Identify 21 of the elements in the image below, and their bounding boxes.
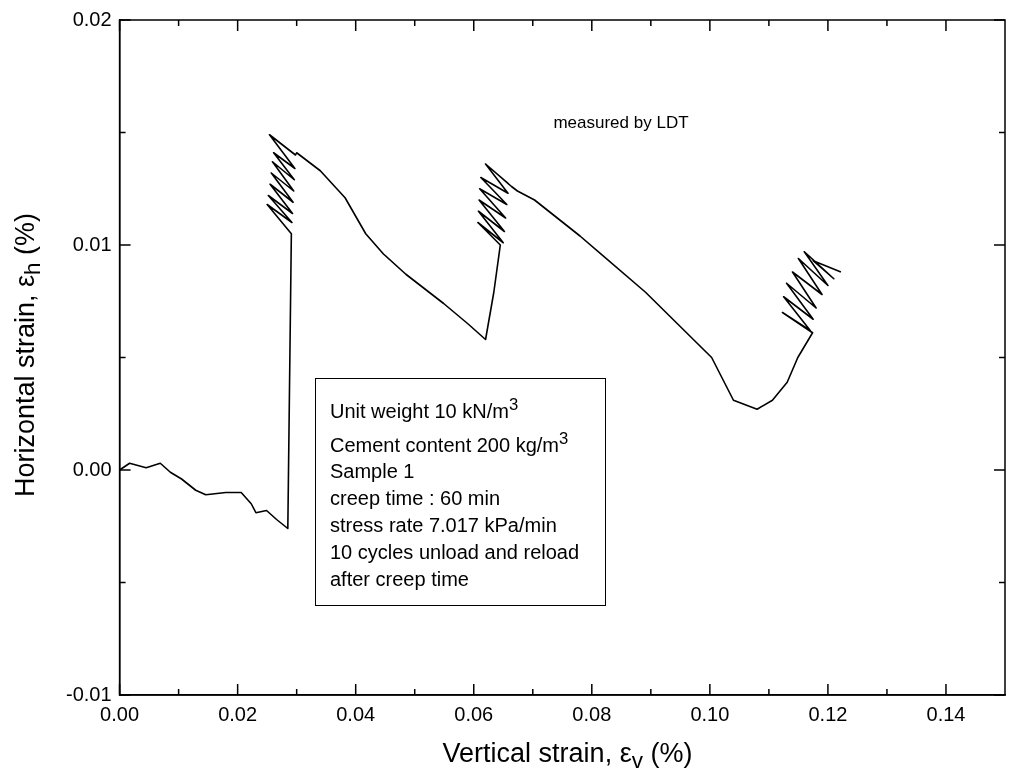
annotation: after creep time [330,567,470,593]
annotation: creep time : 60 min [330,486,502,512]
x-axis-title: Vertical strain, ε$_{v}$ (%) [441,738,694,775]
x-tick-label: 0.08 [572,702,612,725]
x-tick-label: 0.06 [454,702,494,725]
annotation: Cement content 200 kg/m$^{3}$ [330,427,570,458]
x-tick-label: 0.14 [926,702,966,725]
annotation: 10 cycles unload and reload [330,540,581,566]
y-tick-label: 0.02 [72,7,112,30]
annotation: Sample 1 [330,459,416,485]
annotation: stress rate 7.017 kPa/min [330,513,558,539]
x-tick-label: 0.10 [690,702,730,725]
y-tick-label: 0.00 [72,457,112,480]
y-tick-label: -0.01 [65,682,112,705]
x-tick-label: 0.12 [808,702,848,725]
x-tick-label: 0.00 [100,702,140,725]
y-tick-label: 0.01 [72,232,112,255]
x-tick-label: 0.02 [218,702,258,725]
x-tick-label: 0.04 [336,702,376,725]
annotation: Unit weight 10 kN/m$^{3}$ [330,394,520,424]
annotation: measured by LDT [553,113,689,132]
